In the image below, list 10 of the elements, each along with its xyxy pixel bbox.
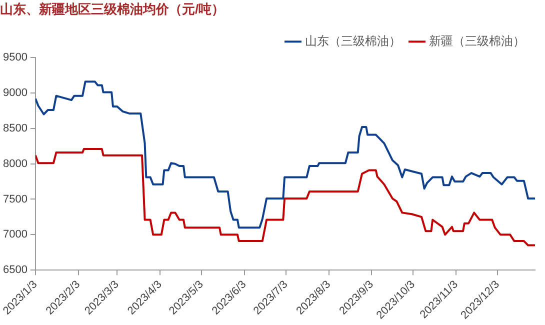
y-tick-label: 8000	[2, 158, 28, 170]
y-tick-label: 7000	[2, 228, 28, 241]
y-tick-label: 9500	[2, 52, 28, 64]
y-tick-label: 6500	[2, 264, 28, 276]
y-tick-label: 8500	[2, 122, 28, 134]
chart-title: 山东、新疆地区三级棉油均价（元/吨）	[0, 1, 225, 16]
y-tick-label: 7500	[2, 193, 28, 206]
legend-label: 新疆（三级棉油）	[429, 34, 525, 48]
y-tick-label: 9000	[2, 87, 28, 100]
legend-label: 山东（三级棉油）	[305, 34, 401, 48]
